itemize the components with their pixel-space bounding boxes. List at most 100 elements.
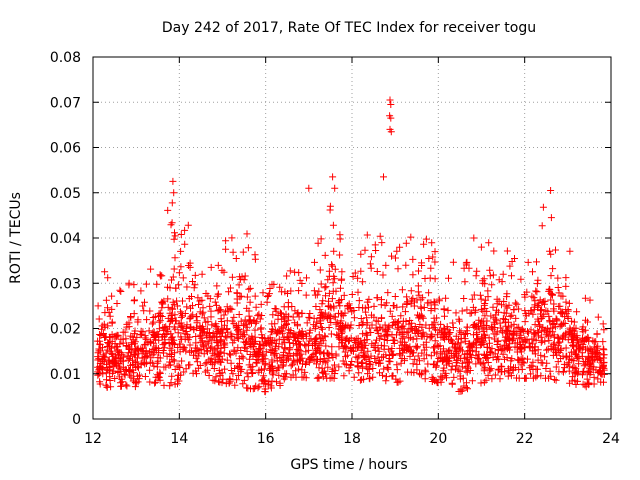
data-point bbox=[339, 357, 347, 365]
data-point bbox=[335, 322, 343, 330]
data-point bbox=[122, 381, 130, 389]
data-point bbox=[255, 368, 263, 376]
data-point bbox=[330, 304, 338, 312]
data-point bbox=[345, 367, 353, 375]
data-point bbox=[504, 372, 512, 380]
data-point bbox=[250, 316, 258, 324]
data-point bbox=[271, 351, 279, 359]
data-point bbox=[94, 302, 102, 310]
data-point bbox=[561, 333, 569, 341]
data-point bbox=[95, 347, 103, 355]
data-point bbox=[391, 336, 399, 344]
data-point bbox=[572, 334, 580, 342]
data-point bbox=[134, 316, 142, 324]
data-point bbox=[335, 363, 343, 371]
data-point bbox=[108, 337, 116, 345]
data-point bbox=[159, 323, 167, 331]
data-point bbox=[280, 375, 288, 383]
data-point bbox=[455, 388, 463, 395]
data-point bbox=[311, 336, 319, 344]
data-point bbox=[177, 371, 185, 379]
data-point bbox=[539, 203, 547, 211]
data-point bbox=[170, 235, 178, 243]
data-point bbox=[441, 312, 448, 320]
data-point bbox=[592, 353, 600, 360]
data-point bbox=[561, 313, 569, 321]
data-point bbox=[181, 240, 189, 248]
data-point bbox=[247, 366, 255, 374]
data-point bbox=[217, 333, 225, 340]
data-point bbox=[200, 314, 208, 322]
data-point bbox=[164, 314, 172, 322]
data-point bbox=[378, 239, 386, 247]
data-point bbox=[241, 320, 249, 328]
data-point bbox=[566, 326, 574, 334]
data-point bbox=[106, 312, 114, 320]
data-point bbox=[314, 344, 322, 352]
data-point bbox=[160, 297, 168, 305]
data-point bbox=[320, 349, 328, 357]
data-point bbox=[388, 345, 396, 352]
data-point bbox=[237, 292, 245, 300]
data-point bbox=[255, 345, 263, 353]
data-point bbox=[362, 355, 370, 363]
data-point bbox=[485, 239, 493, 247]
data-point bbox=[302, 291, 310, 299]
data-point bbox=[208, 336, 216, 344]
data-point bbox=[400, 325, 408, 333]
data-point bbox=[251, 326, 259, 334]
data-point bbox=[508, 311, 516, 319]
x-tick-label: 16 bbox=[257, 431, 275, 447]
x-tick-label: 20 bbox=[429, 431, 447, 447]
data-point bbox=[198, 296, 206, 304]
data-point bbox=[145, 327, 153, 335]
data-point bbox=[361, 246, 369, 254]
data-point bbox=[484, 371, 492, 379]
data-point bbox=[102, 296, 110, 304]
y-tick-label: 0.07 bbox=[50, 95, 81, 111]
data-point bbox=[390, 302, 398, 310]
data-point bbox=[179, 274, 187, 282]
data-point bbox=[98, 322, 106, 330]
data-point bbox=[298, 309, 306, 317]
data-point bbox=[331, 361, 338, 369]
data-point bbox=[472, 360, 480, 368]
data-point bbox=[483, 343, 491, 351]
data-point bbox=[193, 358, 201, 366]
data-point bbox=[531, 297, 539, 305]
data-point bbox=[163, 325, 171, 333]
data-point bbox=[552, 376, 560, 384]
data-point bbox=[416, 357, 423, 365]
data-point bbox=[177, 263, 185, 271]
data-point bbox=[329, 354, 337, 361]
data-point bbox=[166, 382, 174, 390]
data-point bbox=[171, 325, 179, 333]
data-point bbox=[510, 331, 518, 339]
data-point bbox=[233, 289, 241, 297]
data-point bbox=[303, 319, 311, 327]
data-point bbox=[335, 334, 343, 342]
data-point bbox=[544, 325, 552, 333]
data-point bbox=[195, 301, 202, 308]
data-point bbox=[477, 295, 485, 303]
data-point bbox=[211, 347, 219, 355]
data-point bbox=[221, 365, 229, 373]
data-point bbox=[522, 310, 530, 318]
data-point bbox=[513, 324, 521, 332]
data-point bbox=[356, 376, 364, 384]
data-point bbox=[481, 363, 489, 371]
data-point bbox=[216, 306, 224, 314]
data-point bbox=[330, 313, 338, 321]
data-point bbox=[179, 297, 186, 305]
data-point bbox=[466, 309, 474, 317]
data-point bbox=[484, 359, 492, 366]
data-point bbox=[215, 366, 223, 374]
data-point bbox=[534, 276, 542, 284]
data-point bbox=[562, 274, 570, 282]
data-point bbox=[227, 359, 235, 367]
data-point bbox=[425, 255, 433, 262]
data-point bbox=[527, 370, 535, 378]
data-point bbox=[473, 322, 481, 330]
data-point bbox=[101, 268, 109, 276]
data-point bbox=[366, 260, 374, 268]
